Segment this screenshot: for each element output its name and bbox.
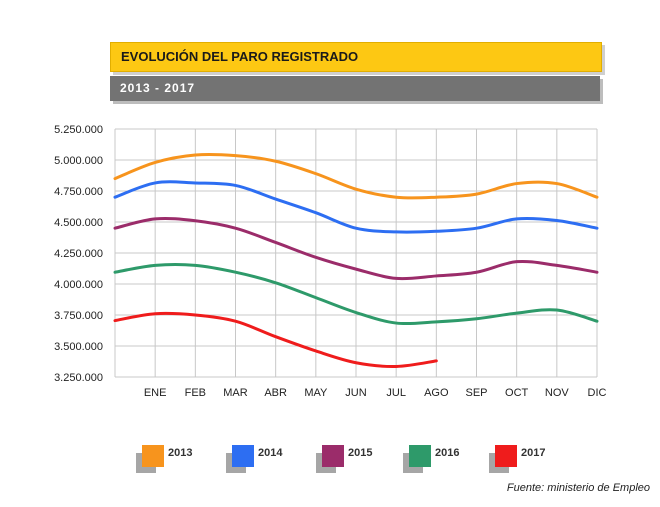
legend-swatch [322,445,344,467]
chart-title-banner: EVOLUCIÓN DEL PARO REGISTRADO [110,42,602,72]
series-line-2013 [113,152,599,200]
x-tick-label: SEP [465,387,487,399]
legend-swatch [232,445,254,467]
series-line-2016 [113,263,599,326]
x-tick-label: OCT [505,387,529,399]
x-tick-label: JUN [345,387,366,399]
y-tick-label: 4.250.000 [54,248,103,260]
y-tick-label: 4.750.000 [54,186,103,198]
x-tick-label: FEB [185,387,206,399]
source-note: Fuente: ministerio de Empleo [506,482,650,494]
x-tick-label: ENE [144,387,167,399]
y-tick-label: 5.000.000 [54,155,103,167]
legend-label: 2016 [435,447,460,459]
series-line-2014 [113,180,599,234]
x-tick-label: MAR [223,387,248,399]
y-tick-label: 4.000.000 [54,279,103,291]
legend-label: 2015 [348,447,373,459]
legend-swatch [409,445,431,467]
x-tick-label: AGO [424,387,449,399]
y-tick-label: 3.750.000 [54,310,103,322]
y-tick-label: 3.500.000 [54,341,103,353]
legend-swatch [142,445,164,467]
series-line-2017 [113,311,438,368]
chart-title: EVOLUCIÓN DEL PARO REGISTRADO [121,49,359,64]
legend-label: 2013 [168,447,193,459]
y-tick-label: 4.500.000 [54,217,103,229]
x-tick-label: ABR [264,387,287,399]
series-line-2015 [113,216,599,281]
legend-label: 2017 [521,447,546,459]
legend-swatch [495,445,517,467]
legend-label: 2014 [258,447,283,459]
x-tick-label: DIC [588,387,607,399]
chart-subtitle: 2013 - 2017 [120,81,196,95]
chart-subtitle-banner: 2013 - 2017 [110,76,600,101]
y-tick-label: 5.250.000 [54,124,103,136]
x-tick-label: NOV [545,387,570,399]
x-tick-label: MAY [304,387,328,399]
x-tick-label: JUL [386,387,406,399]
y-tick-label: 3.250.000 [54,372,103,384]
